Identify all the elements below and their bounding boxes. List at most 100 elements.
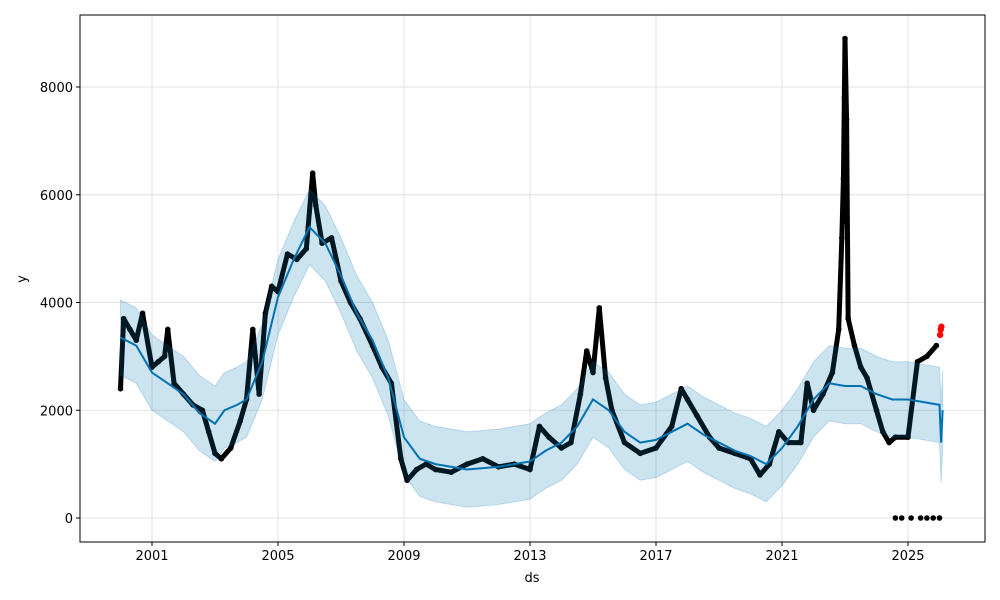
observed-point — [842, 154, 848, 160]
x-tick-label: 2021 — [765, 549, 798, 564]
observed-point — [536, 423, 543, 430]
x-tick-label: 2025 — [891, 549, 924, 564]
observed-point — [857, 364, 864, 370]
y-tick-label: 4000 — [40, 297, 73, 312]
observed-point — [684, 396, 691, 403]
uncertainty-interval — [120, 188, 944, 508]
observed-point — [171, 380, 177, 387]
observed-point — [303, 245, 310, 252]
observed-point — [205, 429, 212, 435]
observed-point — [898, 515, 905, 521]
observed-point — [694, 412, 700, 419]
observed-point — [262, 310, 269, 317]
observed-point — [880, 429, 886, 435]
observed-point — [117, 385, 124, 392]
observed-point — [930, 515, 936, 521]
observed-point — [256, 391, 262, 397]
observed-point — [914, 358, 921, 365]
observed-point — [404, 477, 410, 484]
observed-point — [843, 218, 850, 225]
observed-point — [845, 315, 851, 322]
observed-point — [840, 175, 847, 182]
observed-point — [841, 94, 848, 101]
observed-point — [583, 348, 590, 354]
observed-point — [820, 391, 826, 397]
observed-point — [313, 202, 319, 209]
highlighted-point — [936, 331, 944, 339]
observed-point — [139, 310, 146, 317]
observed-point — [804, 380, 810, 387]
observed-point — [398, 455, 404, 462]
observed-point — [161, 353, 168, 360]
observed-point — [164, 326, 171, 333]
observed-point — [309, 170, 316, 176]
x-tick-label: 2005 — [261, 549, 294, 564]
x-tick-label: 2009 — [387, 549, 420, 564]
observed-point — [924, 515, 930, 521]
observed-point — [653, 445, 659, 451]
observed-point — [851, 342, 858, 349]
observed-point — [798, 439, 804, 446]
observed-point — [432, 466, 439, 473]
observed-point — [602, 375, 609, 381]
observed-point — [668, 423, 675, 430]
observed-point — [886, 439, 892, 446]
y-tick-label: 6000 — [40, 189, 73, 204]
observed-point — [864, 375, 870, 381]
observed-point — [218, 455, 225, 462]
observed-point — [810, 407, 817, 414]
y-tick-label: 8000 — [40, 81, 73, 96]
observed-point — [936, 515, 943, 521]
y-tick-label: 2000 — [40, 404, 73, 419]
observed-point — [120, 315, 127, 322]
observed-point — [843, 116, 850, 123]
observed-point — [908, 515, 914, 521]
observed-point — [558, 445, 565, 451]
observed-point — [835, 326, 842, 333]
observed-point — [892, 434, 899, 440]
x-tick-label: 2013 — [513, 549, 546, 564]
observed-point — [842, 191, 849, 198]
observed-point — [227, 445, 234, 451]
observed-point — [423, 461, 429, 467]
observed-point — [596, 305, 603, 311]
observed-point — [546, 434, 552, 440]
observed-point — [448, 469, 455, 476]
observed-point — [479, 455, 486, 462]
observed-point — [155, 358, 162, 365]
observed-point — [839, 235, 845, 241]
observed-point — [621, 439, 628, 446]
observed-point — [924, 353, 930, 360]
observed-point — [577, 391, 584, 397]
observed-point — [328, 235, 335, 241]
observed-point — [284, 251, 291, 257]
observed-point — [917, 515, 924, 521]
observed-point — [413, 466, 420, 473]
observed-point — [464, 461, 470, 467]
y-tick-label: 0 — [65, 512, 73, 527]
observed-point — [237, 418, 243, 424]
observed-point — [757, 472, 763, 478]
observed-point — [127, 326, 133, 333]
observed-point — [892, 515, 899, 521]
highlighted-point — [938, 323, 945, 330]
x-tick-label: 2017 — [639, 549, 672, 564]
observed-point — [678, 385, 684, 392]
observed-point — [527, 466, 533, 473]
observed-point — [829, 369, 836, 376]
observed-point — [250, 326, 256, 333]
observed-point — [590, 369, 596, 376]
observed-point — [716, 445, 722, 451]
observed-point — [873, 407, 880, 414]
observed-point — [905, 434, 911, 440]
observed-point — [568, 439, 574, 446]
observed-point — [637, 450, 644, 457]
observed-point — [842, 35, 848, 42]
observed-point — [199, 407, 206, 414]
observed-point — [133, 337, 140, 344]
plot-frame — [79, 14, 986, 543]
x-tick-label: 2001 — [135, 549, 168, 564]
observed-point — [776, 429, 782, 435]
